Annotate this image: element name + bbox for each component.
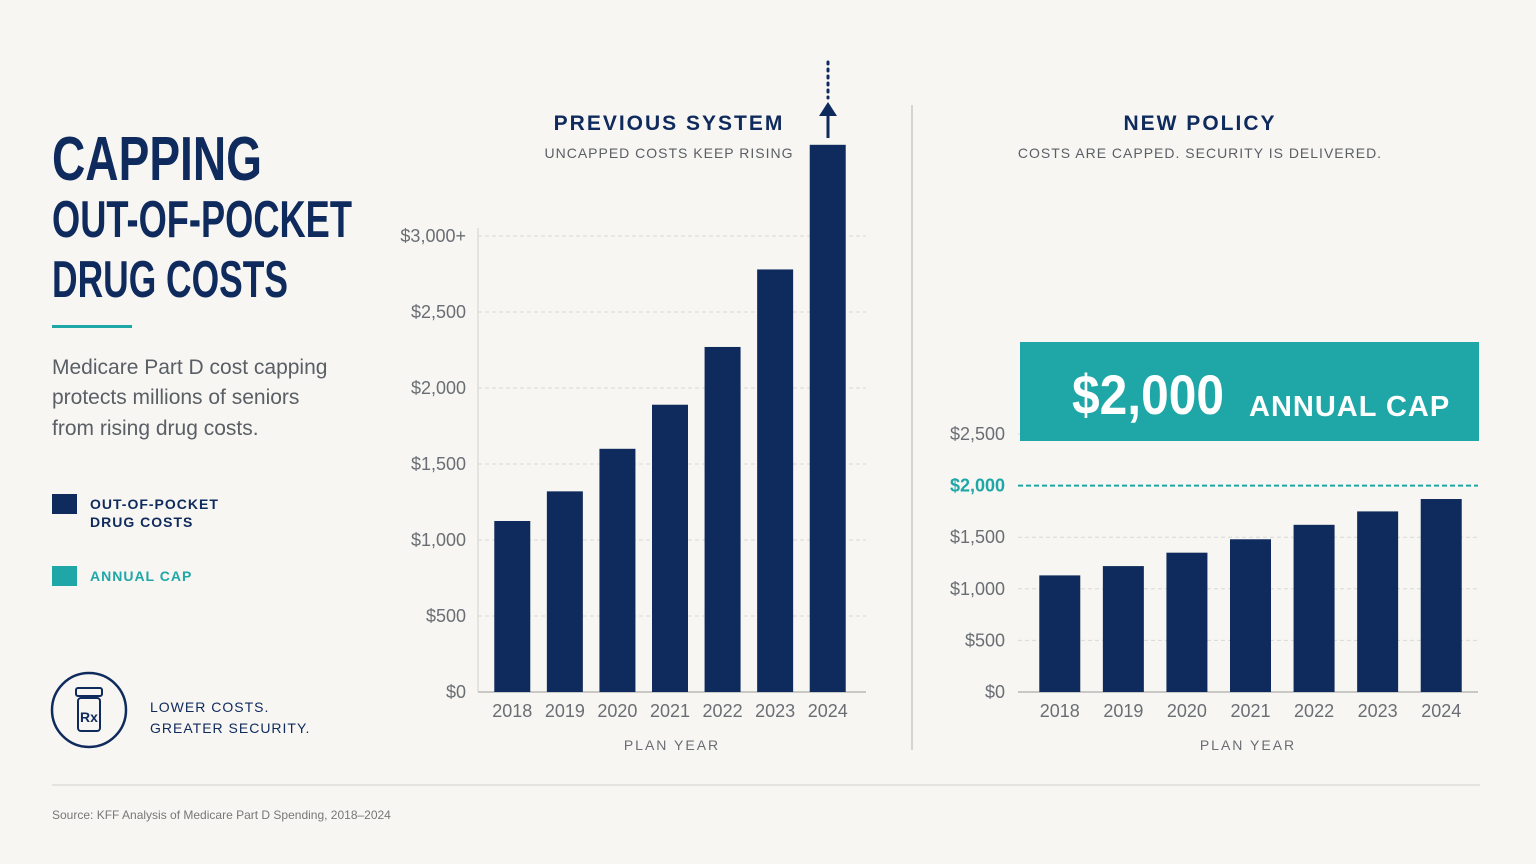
y-tick-label: $1,000 [950,579,1005,599]
y-tick-label: $2,000 [411,378,466,398]
bar [1102,566,1144,692]
x-tick-label: 2023 [1358,701,1398,721]
x-tick-label: 2022 [1294,701,1334,721]
bar [1357,511,1399,692]
bar [494,521,531,692]
x-tick-label: 2022 [703,701,743,721]
description-line: from rising drug costs. [52,417,259,440]
bar [809,144,846,693]
title-line: DRUG COSTS [52,251,288,309]
bar [704,346,741,692]
bar [1293,524,1335,692]
x-tick-label: 2018 [1040,701,1080,721]
icon-text: Rx [80,709,98,725]
bar [546,491,583,692]
title-underline [52,325,132,328]
y-tick-label: $1,500 [950,527,1005,547]
cap-banner-value: $2,000 [1072,363,1224,426]
title-line: CAPPING [52,125,262,194]
legend-swatch [52,566,77,586]
x-tick-label: 2023 [755,701,795,721]
y-tick-label: $0 [985,682,1005,702]
bar [1230,539,1271,692]
cap-label: $2,000 [950,476,1005,496]
x-tick-label: 2019 [1103,701,1143,721]
legend-label: DRUG COSTS [90,514,193,530]
legend-label: ANNUAL CAP [90,568,192,584]
chart-title: NEW POLICY [1123,112,1276,135]
x-tick-label: 2024 [1421,701,1461,721]
description-line: Medicare Part D cost capping [52,356,327,379]
chart-title: PREVIOUS SYSTEM [554,112,785,135]
x-axis-label: PLAN YEAR [1200,737,1296,753]
title-line: OUT-OF-POCKET [52,191,352,249]
y-tick-label: $2,500 [950,424,1005,444]
x-tick-label: 2020 [597,701,637,721]
x-tick-label: 2019 [545,701,585,721]
bar [1420,499,1462,692]
legend: OUT-OF-POCKET DRUG COSTS ANNUAL CAP [52,494,219,586]
y-tick-label: $500 [426,606,466,626]
x-tick-label: 2021 [1230,701,1270,721]
tagline-line: GREATER SECURITY. [150,720,310,736]
y-tick-label: $1,500 [411,454,466,474]
chart-subtitle: COSTS ARE CAPPED. SECURITY IS DELIVERED. [1018,145,1382,161]
icon-cap [75,687,103,697]
cap-banner [1020,342,1479,441]
overflow-arrowhead [819,102,837,116]
x-axis-label: PLAN YEAR [624,737,720,753]
tagline-line: LOWER COSTS. [150,699,269,715]
x-tick-label: 2024 [808,701,848,721]
icon-bottle [77,697,101,732]
y-tick-label: $2,500 [411,302,466,322]
x-tick-label: 2021 [650,701,690,721]
source: Source: KFF Analysis of Medicare Part D … [52,808,391,822]
description-line: protects millions of seniors [52,386,299,409]
cap-banner-text: ANNUAL CAP [1249,391,1450,423]
bar [1039,575,1081,692]
x-tick-label: 2020 [1167,701,1207,721]
y-tick-label: $1,000 [411,530,466,550]
icon-circle [50,671,128,749]
legend-label: OUT-OF-POCKET [90,496,219,512]
y-tick-label: $3,000+ [400,226,466,246]
bar [1166,552,1208,692]
y-tick-label: $500 [965,630,1005,650]
x-tick-label: 2018 [492,701,532,721]
bar [757,269,794,692]
bar [652,404,688,692]
legend-swatch [52,494,77,514]
chart-subtitle: UNCAPPED COSTS KEEP RISING [544,145,793,161]
y-tick-label: $0 [446,682,466,702]
bar [599,448,636,692]
